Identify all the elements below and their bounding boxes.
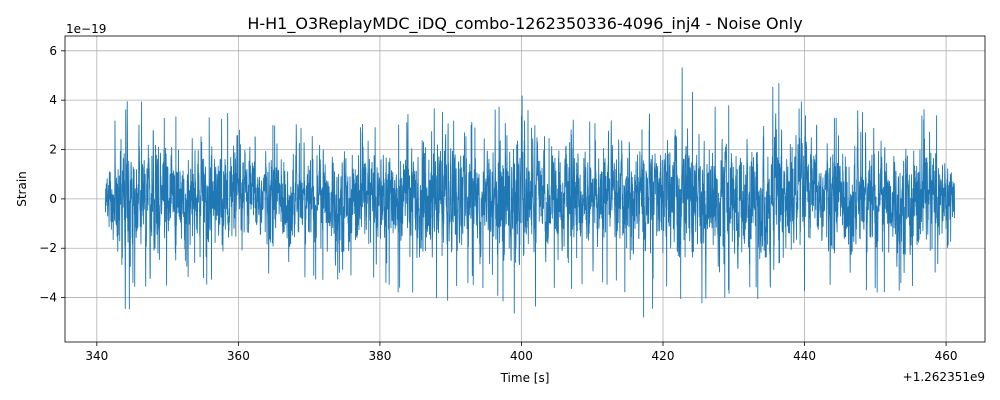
y-tick-label: −2 bbox=[39, 241, 57, 255]
tick-layer: 340 360 380 400 420 440 460 −4 −2 0 2 4 6 bbox=[39, 44, 957, 363]
x-tick-label: 400 bbox=[510, 349, 533, 363]
x-tick-label: 460 bbox=[935, 349, 958, 363]
series-layer bbox=[104, 67, 956, 318]
x-offset-label: +1.262351e9 bbox=[903, 370, 985, 384]
y-tick-label: −4 bbox=[39, 291, 57, 305]
x-axis-label: Time [s] bbox=[500, 371, 550, 385]
chart-title: H-H1_O3ReplayMDC_iDQ_combo-1262350336-40… bbox=[247, 14, 802, 34]
x-tick-label: 440 bbox=[793, 349, 816, 363]
x-tick-label: 380 bbox=[368, 349, 391, 363]
y-tick-label: 4 bbox=[49, 93, 57, 107]
plot-frame bbox=[64, 35, 986, 343]
y-tick-label: 6 bbox=[49, 44, 57, 58]
y-tick-label: 2 bbox=[49, 143, 57, 157]
y-scale-label: 1e−19 bbox=[66, 22, 106, 36]
y-axis-label: Strain bbox=[15, 171, 29, 207]
x-tick-label: 340 bbox=[85, 349, 108, 363]
y-tick-label: 0 bbox=[49, 192, 57, 206]
strain-series-line bbox=[104, 67, 956, 318]
x-tick-label: 360 bbox=[227, 349, 250, 363]
x-tick-label: 420 bbox=[652, 349, 675, 363]
